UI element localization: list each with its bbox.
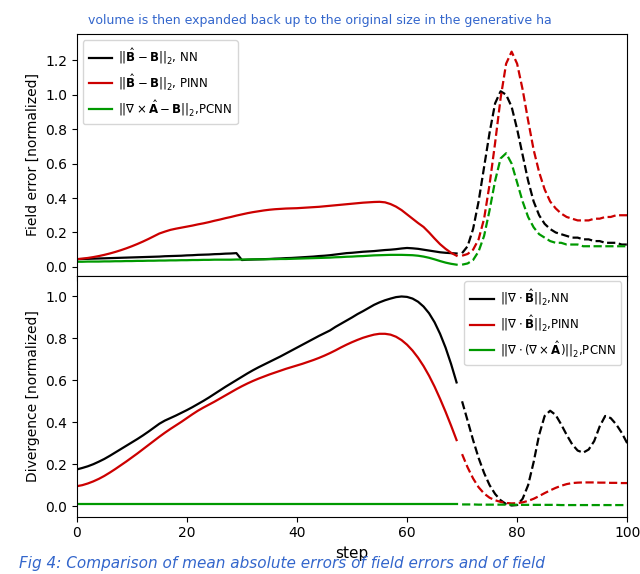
Text: volume is then expanded back up to the original size in the generative ha: volume is then expanded back up to the o…: [88, 14, 552, 28]
Legend: $||\hat{\mathbf{B}} - \mathbf{B}||_2$, NN, $||\hat{\mathbf{B}} - \mathbf{B}||_2$: $||\hat{\mathbf{B}} - \mathbf{B}||_2$, N…: [83, 40, 237, 124]
Text: Fig 4: Comparison of mean absolute errors of field errors and of field: Fig 4: Comparison of mean absolute error…: [19, 556, 545, 571]
Legend: $||\nabla \cdot \hat{\mathbf{B}}||_2$,NN, $||\nabla \cdot \hat{\mathbf{B}}||_2$,: $||\nabla \cdot \hat{\mathbf{B}}||_2$,NN…: [464, 281, 621, 365]
Y-axis label: Divergence [normalized]: Divergence [normalized]: [26, 310, 40, 482]
Y-axis label: Field error [normalized]: Field error [normalized]: [26, 73, 40, 236]
X-axis label: step: step: [335, 546, 369, 561]
